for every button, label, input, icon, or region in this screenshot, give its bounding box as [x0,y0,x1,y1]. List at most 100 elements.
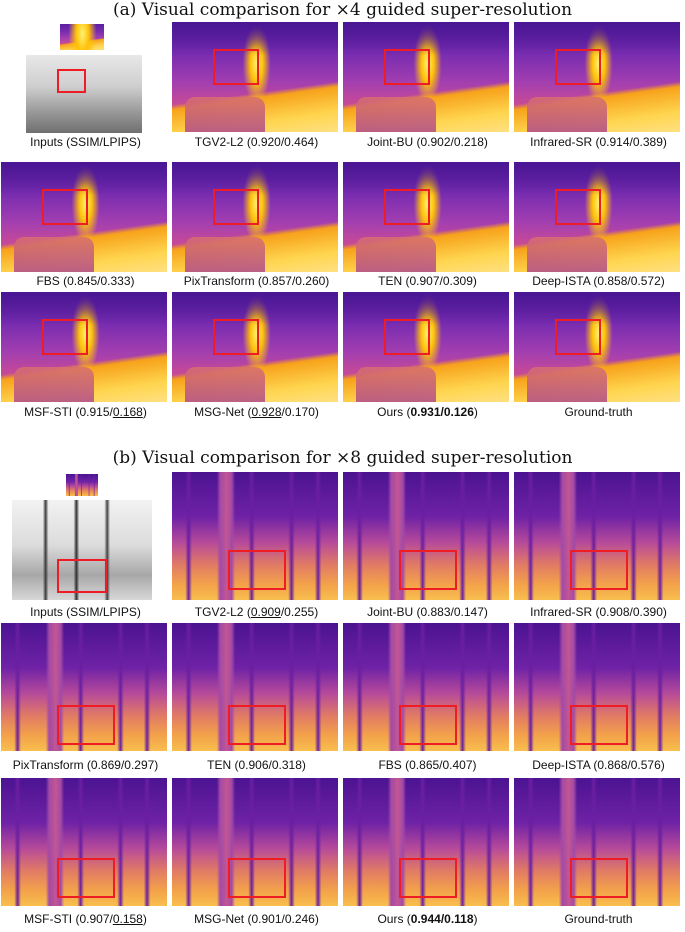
caption-a-inputs: Inputs (SSIM/LPIPS) [0,134,171,150]
caption-b-ground-truth: Ground-truth [513,911,684,927]
caption-b-deep-ista: Deep-ISTA (0.868/0.576) [513,757,684,773]
result-image-b-ground-truth [514,778,680,906]
caption-b-ours: Ours (0.944/0.118) [342,911,513,927]
caption-part: Infrared-SR (0.914/0.389) [530,135,667,149]
caption-part: Joint-BU (0.902/0.218) [367,135,488,149]
roi-box [570,858,628,898]
roi-box [57,858,115,898]
roi-box [555,49,601,85]
caption-part: TEN (0.907/0.309) [378,274,477,288]
roi-box [570,705,628,745]
result-image-b-msf-sti [1,778,167,906]
caption-b-inputs: Inputs (SSIM/LPIPS) [0,604,171,620]
caption-part: FBS (0.865/0.407) [378,758,477,772]
caption-a-pixtransform: PixTransform (0.857/0.260) [171,273,342,289]
roi-box [384,49,430,85]
roi-box [555,189,601,225]
low-res-thermal-input-b [66,474,98,496]
caption-b-msf-sti: MSF-STI (0.907/0.158) [0,911,171,927]
caption-part: /0.170) [281,405,319,419]
roi-box [399,858,457,898]
caption-part: Inputs (SSIM/LPIPS) [30,135,141,149]
roi-box [57,559,107,593]
caption-part: TEN (0.906/0.318) [207,758,306,772]
caption-part: Deep-ISTA (0.868/0.576) [532,758,665,772]
caption-a-fbs: FBS (0.845/0.333) [0,273,171,289]
caption-part: Deep-ISTA (0.858/0.572) [532,274,665,288]
caption-part: ) [142,405,147,419]
caption-part: PixTransform (0.857/0.260) [183,274,330,288]
caption-a-deep-ista: Deep-ISTA (0.858/0.572) [513,273,684,289]
result-image-a-msf-sti [1,292,167,402]
caption-part: 0.168 [112,405,143,419]
caption-b-joint-bu: Joint-BU (0.883/0.147) [342,604,513,620]
roi-box [384,189,430,225]
result-image-b-infrared-sr [514,472,680,600]
caption-part: ) [473,405,478,419]
caption-a-tgv2-l2: TGV2-L2 (0.920/0.464) [171,134,342,150]
caption-part: 0.909 [250,605,281,619]
caption-part: Inputs (SSIM/LPIPS) [30,605,141,619]
caption-b-fbs: FBS (0.865/0.407) [342,757,513,773]
roi-box [228,705,286,745]
caption-part: ) [473,912,478,926]
low-res-thermal-input-a [60,24,104,50]
roi-box [399,705,457,745]
result-image-a-tgv2-l2 [172,22,338,132]
section-b-title: (b) Visual comparison for ×8 guided supe… [112,448,573,468]
roi-box [213,189,259,225]
caption-b-pixtransform: PixTransform (0.869/0.297) [0,757,171,773]
result-image-a-ground-truth [514,292,680,402]
result-image-a-deep-ista [514,162,680,272]
caption-part: PixTransform (0.869/0.297) [12,758,159,772]
caption-b-ten: TEN (0.906/0.318) [171,757,342,773]
caption-part: Ours ( [377,405,411,419]
caption-a-ours: Ours (0.931/0.126) [342,404,513,420]
result-image-a-pixtransform [172,162,338,272]
caption-part: MSG-Net ( [194,405,252,419]
roi-box [213,49,259,85]
caption-a-ground-truth: Ground-truth [513,404,684,420]
caption-a-msf-sti: MSF-STI (0.915/0.168) [0,404,171,420]
caption-part: MSF-STI (0.915/ [24,405,113,419]
result-image-a-ours [343,292,509,402]
roi-box [57,705,115,745]
rgb-guide-image-a [26,55,142,133]
caption-a-ten: TEN (0.907/0.309) [342,273,513,289]
caption-a-infrared-sr: Infrared-SR (0.914/0.389) [513,134,684,150]
caption-a-msg-net: MSG-Net (0.928/0.170) [171,404,342,420]
roi-box [555,319,601,355]
caption-part: ) [142,912,147,926]
roi-box [42,319,88,355]
caption-part: TGV2-L2 (0.920/0.464) [194,135,319,149]
roi-box [570,550,628,590]
roi-box [399,550,457,590]
result-image-a-msg-net [172,292,338,402]
roi-box [384,319,430,355]
caption-part: 0.158 [112,912,143,926]
caption-part: 0.944/0.118 [410,912,474,926]
roi-box [228,550,286,590]
result-image-a-infrared-sr [514,22,680,132]
result-image-b-tgv2-l2 [172,472,338,600]
caption-part: TGV2-L2 ( [194,605,251,619]
caption-part: Ground-truth [564,912,633,926]
caption-b-tgv2-l2: TGV2-L2 (0.909/0.255) [171,604,342,620]
caption-part: MSG-Net (0.901/0.246) [194,912,319,926]
roi-box [213,319,259,355]
roi-box [57,69,86,93]
caption-a-joint-bu: Joint-BU (0.902/0.218) [342,134,513,150]
section-a-title: (a) Visual comparison for ×4 guided supe… [112,0,573,20]
result-image-b-joint-bu [343,472,509,600]
caption-part: 0.931/0.126 [410,405,474,419]
result-image-b-pixtransform [1,623,167,751]
caption-part: MSF-STI (0.907/ [24,912,113,926]
result-image-b-msg-net [172,778,338,906]
result-image-a-joint-bu [343,22,509,132]
caption-b-infrared-sr: Infrared-SR (0.908/0.390) [513,604,684,620]
caption-part: Infrared-SR (0.908/0.390) [530,605,667,619]
caption-b-msg-net: MSG-Net (0.901/0.246) [171,911,342,927]
result-image-b-fbs [343,623,509,751]
result-image-b-ten [172,623,338,751]
result-image-a-fbs [1,162,167,272]
